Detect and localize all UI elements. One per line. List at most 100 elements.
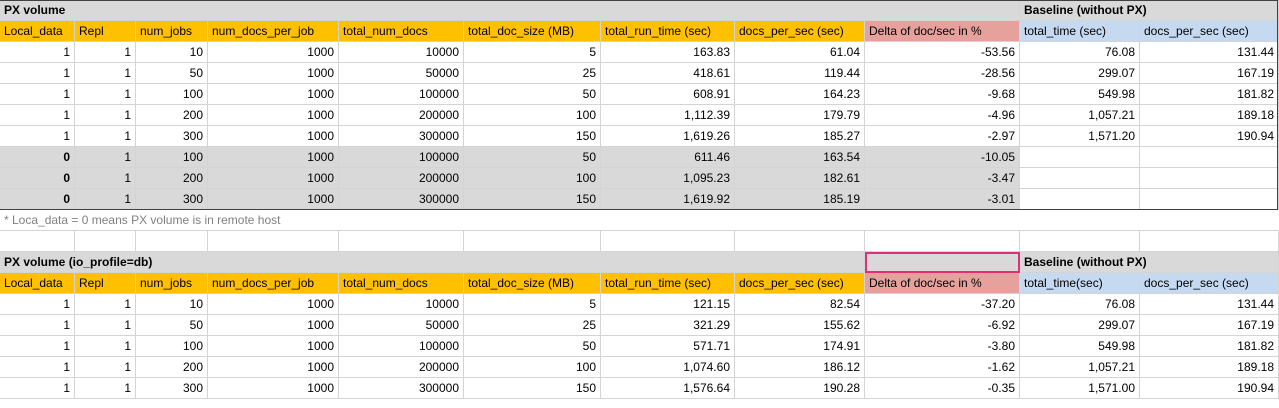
table2-column-header[interactable]: total_num_docs <box>339 273 464 294</box>
table2-data-cell[interactable]: 150 <box>464 378 601 399</box>
table1-data-cell[interactable]: 5 <box>464 42 601 63</box>
table1-data-cell[interactable]: 163.54 <box>735 147 865 168</box>
table2-data-cell[interactable]: 300000 <box>339 378 464 399</box>
table1-data-cell[interactable]: 1 <box>75 168 136 189</box>
table2-data-cell[interactable]: 1,576.64 <box>601 378 735 399</box>
table2-data-cell[interactable]: 167.19 <box>1140 315 1279 336</box>
table1-data-cell[interactable]: 182.61 <box>735 168 865 189</box>
table1-data-cell[interactable]: 1,057.21 <box>1020 105 1140 126</box>
table1-data-cell[interactable]: 150 <box>464 126 601 147</box>
table1-data-cell[interactable]: 61.04 <box>735 42 865 63</box>
table2-data-cell[interactable]: 82.54 <box>735 294 865 315</box>
table1-data-cell[interactable]: 1 <box>0 84 75 105</box>
table1-data-cell[interactable]: 181.82 <box>1140 84 1279 105</box>
table2-data-cell[interactable]: 25 <box>464 315 601 336</box>
table2-column-header[interactable]: docs_per_sec (sec) <box>735 273 865 294</box>
table1-data-cell[interactable]: 1 <box>0 105 75 126</box>
table1-data-cell[interactable]: 1000 <box>208 147 339 168</box>
table2-data-cell[interactable]: 299.07 <box>1020 315 1140 336</box>
table1-data-cell[interactable] <box>1140 189 1279 210</box>
table1-data-cell[interactable]: 1000 <box>208 189 339 210</box>
table2-column-header[interactable]: docs_per_sec (sec) <box>1140 273 1279 294</box>
table2-data-cell[interactable]: 100 <box>464 357 601 378</box>
empty-cell[interactable] <box>136 231 208 252</box>
table1-data-cell[interactable]: 1,571.20 <box>1020 126 1140 147</box>
table1-data-cell[interactable]: 50 <box>464 147 601 168</box>
table2-data-cell[interactable]: 571.71 <box>601 336 735 357</box>
table1-data-cell[interactable]: -28.56 <box>865 63 1020 84</box>
table2-column-header[interactable]: Repl <box>75 273 136 294</box>
table1-baseline-title[interactable]: Baseline (without PX) <box>1020 0 1279 21</box>
table2-data-cell[interactable]: 121.15 <box>601 294 735 315</box>
table2-data-cell[interactable]: 50 <box>136 315 208 336</box>
table2-column-header[interactable]: num_docs_per_job <box>208 273 339 294</box>
table1-data-cell[interactable]: 1000 <box>208 168 339 189</box>
table1-data-cell[interactable]: -9.68 <box>865 84 1020 105</box>
table2-data-cell[interactable]: 1 <box>0 336 75 357</box>
table1-data-cell[interactable]: 150 <box>464 189 601 210</box>
table2-data-cell[interactable]: 50000 <box>339 315 464 336</box>
empty-cell[interactable] <box>735 231 865 252</box>
table1-data-cell[interactable]: 200000 <box>339 168 464 189</box>
table1-data-cell[interactable]: -53.56 <box>865 42 1020 63</box>
table1-data-cell[interactable]: 608.91 <box>601 84 735 105</box>
table2-data-cell[interactable]: 1 <box>75 294 136 315</box>
table1-data-cell[interactable]: 100000 <box>339 147 464 168</box>
table1-data-cell[interactable]: 1000 <box>208 84 339 105</box>
empty-cell[interactable] <box>75 231 136 252</box>
table1-data-cell[interactable]: -4.96 <box>865 105 1020 126</box>
table1-data-cell[interactable]: 164.23 <box>735 84 865 105</box>
table1-column-header[interactable]: docs_per_sec (sec) <box>735 21 865 42</box>
table1-data-cell[interactable]: 549.98 <box>1020 84 1140 105</box>
table1-data-cell[interactable]: 163.83 <box>601 42 735 63</box>
table1-data-cell[interactable]: 190.94 <box>1140 126 1279 147</box>
table2-title[interactable]: PX volume (io_profile=db) <box>0 252 865 273</box>
table2-data-cell[interactable]: 50 <box>464 336 601 357</box>
table1-data-cell[interactable]: 200000 <box>339 105 464 126</box>
table2-column-header[interactable]: total_run_time (sec) <box>601 273 735 294</box>
table1-column-header[interactable]: total_doc_size (MB) <box>464 21 601 42</box>
table2-data-cell[interactable]: 300 <box>136 378 208 399</box>
table2-column-header[interactable]: total_time(sec) <box>1020 273 1140 294</box>
table2-data-cell[interactable]: 1000 <box>208 357 339 378</box>
table2-data-cell[interactable]: 186.12 <box>735 357 865 378</box>
table1-data-cell[interactable]: 167.19 <box>1140 63 1279 84</box>
table2-data-cell[interactable]: 1 <box>75 378 136 399</box>
table1-data-cell[interactable]: 300000 <box>339 126 464 147</box>
table1-data-cell[interactable]: 1 <box>75 105 136 126</box>
empty-cell[interactable] <box>865 231 1020 252</box>
selected-cell[interactable] <box>865 252 1020 273</box>
table2-data-cell[interactable]: 1000 <box>208 294 339 315</box>
empty-cell[interactable] <box>1140 231 1279 252</box>
table1-data-cell[interactable]: 185.27 <box>735 126 865 147</box>
table2-data-cell[interactable]: 1 <box>75 315 136 336</box>
table1-data-cell[interactable]: 300 <box>136 189 208 210</box>
table1-data-cell[interactable]: 299.07 <box>1020 63 1140 84</box>
table1-column-header[interactable]: num_docs_per_job <box>208 21 339 42</box>
table1-data-cell[interactable]: 200 <box>136 105 208 126</box>
table1-data-cell[interactable]: 1,095.23 <box>601 168 735 189</box>
table1-data-cell[interactable]: 1 <box>75 42 136 63</box>
table1-data-cell[interactable]: 119.44 <box>735 63 865 84</box>
table1-data-cell[interactable]: 1000 <box>208 126 339 147</box>
table1-data-cell[interactable]: 25 <box>464 63 601 84</box>
table2-data-cell[interactable]: 549.98 <box>1020 336 1140 357</box>
table1-column-header[interactable]: total_time (sec) <box>1020 21 1140 42</box>
table1-data-cell[interactable] <box>1020 168 1140 189</box>
table1-data-cell[interactable]: 200 <box>136 168 208 189</box>
table2-data-cell[interactable]: -1.62 <box>865 357 1020 378</box>
table2-data-cell[interactable]: 131.44 <box>1140 294 1279 315</box>
table1-data-cell[interactable]: 1,619.26 <box>601 126 735 147</box>
table1-column-header[interactable]: Local_data <box>0 21 75 42</box>
table1-data-cell[interactable]: 611.46 <box>601 147 735 168</box>
table1-data-cell[interactable]: 1 <box>75 147 136 168</box>
table1-data-cell[interactable]: 1 <box>0 42 75 63</box>
table1-data-cell[interactable]: 76.08 <box>1020 42 1140 63</box>
empty-cell[interactable] <box>464 231 601 252</box>
empty-cell[interactable] <box>208 231 339 252</box>
table2-data-cell[interactable]: 190.28 <box>735 378 865 399</box>
table2-data-cell[interactable]: 174.91 <box>735 336 865 357</box>
table2-column-header[interactable]: total_doc_size (MB) <box>464 273 601 294</box>
table1-data-cell[interactable]: 100 <box>136 84 208 105</box>
empty-cell[interactable] <box>601 231 735 252</box>
